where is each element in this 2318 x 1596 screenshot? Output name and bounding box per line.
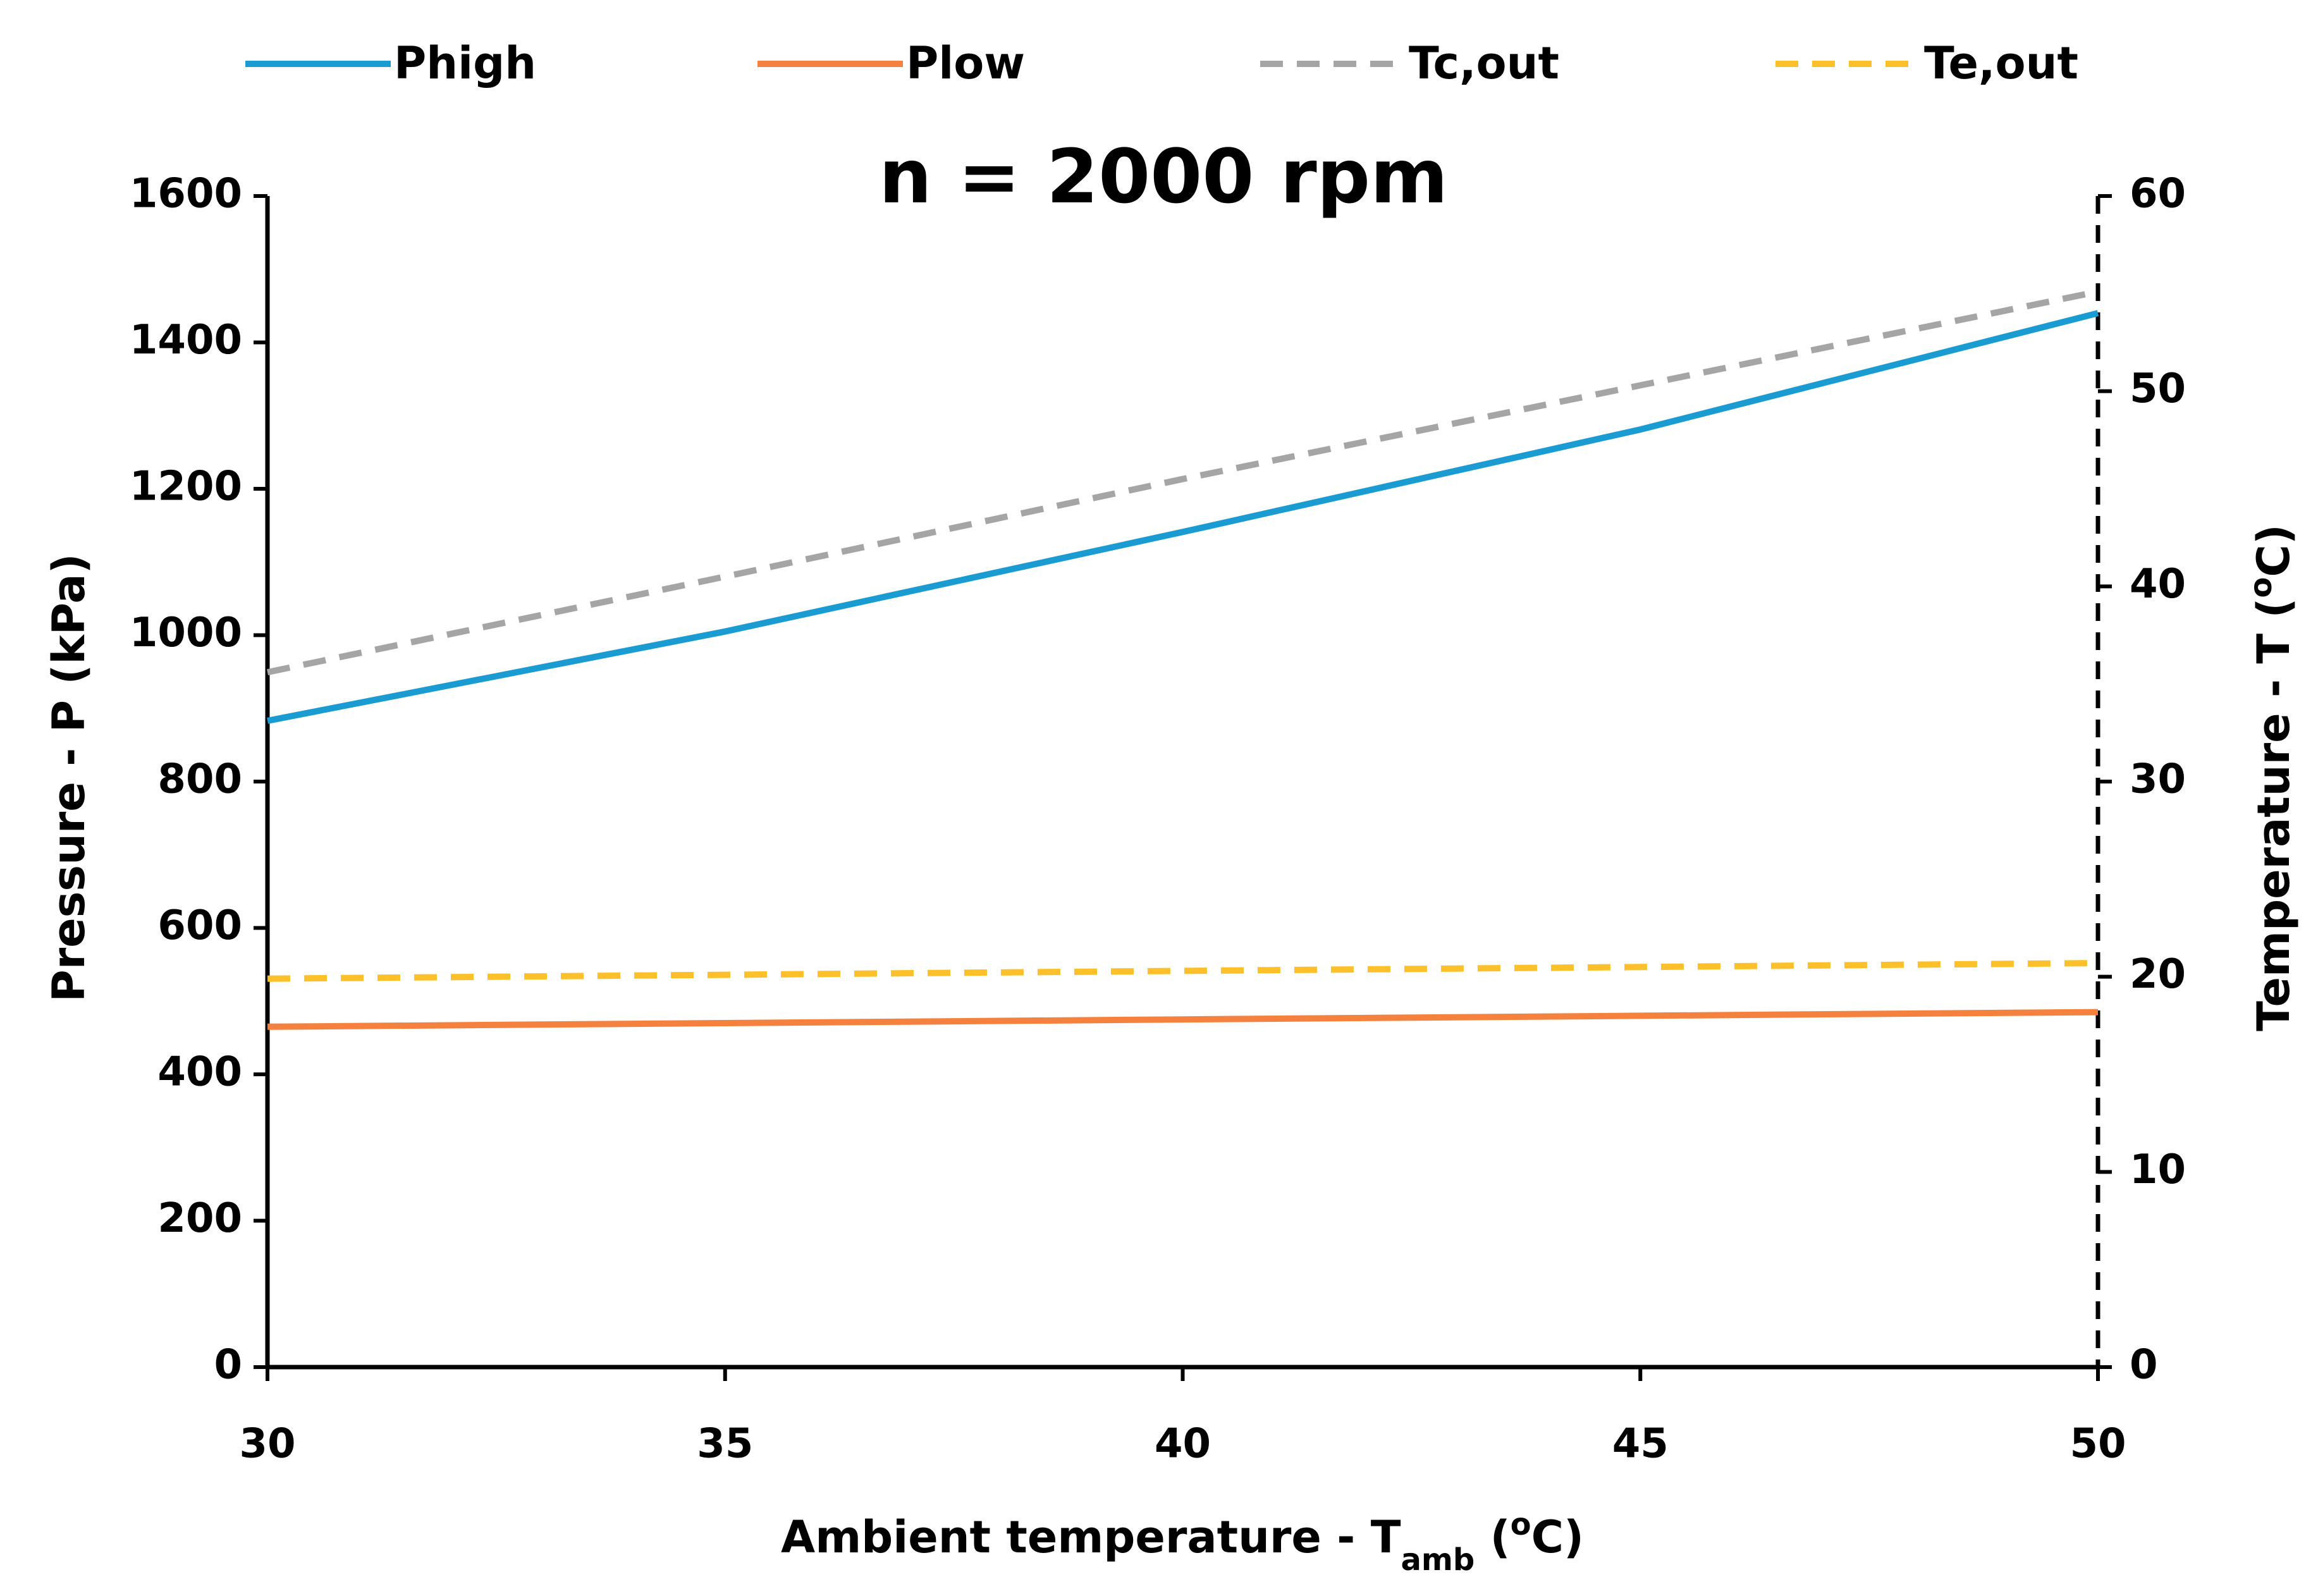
- series-line: [267, 1009, 2099, 1030]
- y-tick-label: 1600: [130, 171, 242, 218]
- x-tick-label: 35: [697, 1421, 753, 1468]
- y2-tick-label: 50: [2130, 365, 2186, 412]
- y-tick-label: 1200: [130, 463, 242, 510]
- x-tick-label: 50: [2070, 1421, 2126, 1468]
- x-tick-label: 40: [1155, 1421, 1211, 1468]
- series-line: [267, 310, 2099, 724]
- x-axis-label-part: C): [1531, 1511, 1584, 1563]
- y-tick-label: 200: [157, 1195, 242, 1242]
- legend-label: Plow: [906, 37, 1025, 89]
- x-tick-label: 45: [1612, 1421, 1669, 1468]
- series-line: [267, 960, 2099, 982]
- x-tick-label: 30: [239, 1421, 295, 1468]
- legend-label: Phigh: [394, 37, 536, 89]
- y2-tick-label: 10: [2130, 1146, 2186, 1193]
- y2-axis-label-part: Temperature - T (: [2248, 598, 2300, 1031]
- chart-title: n = 2000 rpm: [879, 133, 1448, 220]
- y2-tick-label: 30: [2130, 756, 2186, 803]
- x-axis-label-part: (: [1475, 1511, 1510, 1563]
- y2-axis-label: Temperature - T (oC): [2243, 524, 2300, 1031]
- legend-label: Tc,out: [1409, 37, 1559, 89]
- legend-label: Te,out: [1924, 37, 2078, 89]
- x-axis-label-part: Ambient temperature - T: [781, 1511, 1401, 1563]
- x-axis-label-part: amb: [1401, 1542, 1475, 1578]
- y2-tick-label: 40: [2130, 561, 2186, 608]
- x-axis-label: Ambient temperature - Tamb (oC): [781, 1507, 1584, 1578]
- y-tick-label: 600: [157, 902, 242, 949]
- y-tick-label: 400: [157, 1049, 242, 1096]
- y2-tick-label: 0: [2130, 1342, 2158, 1389]
- y-tick-label: 1400: [130, 317, 242, 364]
- y2-axis-label-part: o: [2243, 577, 2279, 598]
- y-tick-label: 0: [214, 1342, 242, 1389]
- y-tick-label: 1000: [130, 610, 242, 656]
- x-axis-label-part: o: [1511, 1507, 1531, 1542]
- series-line: [266, 288, 2099, 676]
- y2-axis-label-part: C): [2248, 524, 2300, 577]
- y-tick-label: 800: [157, 756, 242, 803]
- y2-tick-label: 20: [2130, 951, 2186, 998]
- y-axis-label: Pressure - P (kPa): [43, 553, 95, 1002]
- y2-tick-label: 60: [2130, 171, 2186, 218]
